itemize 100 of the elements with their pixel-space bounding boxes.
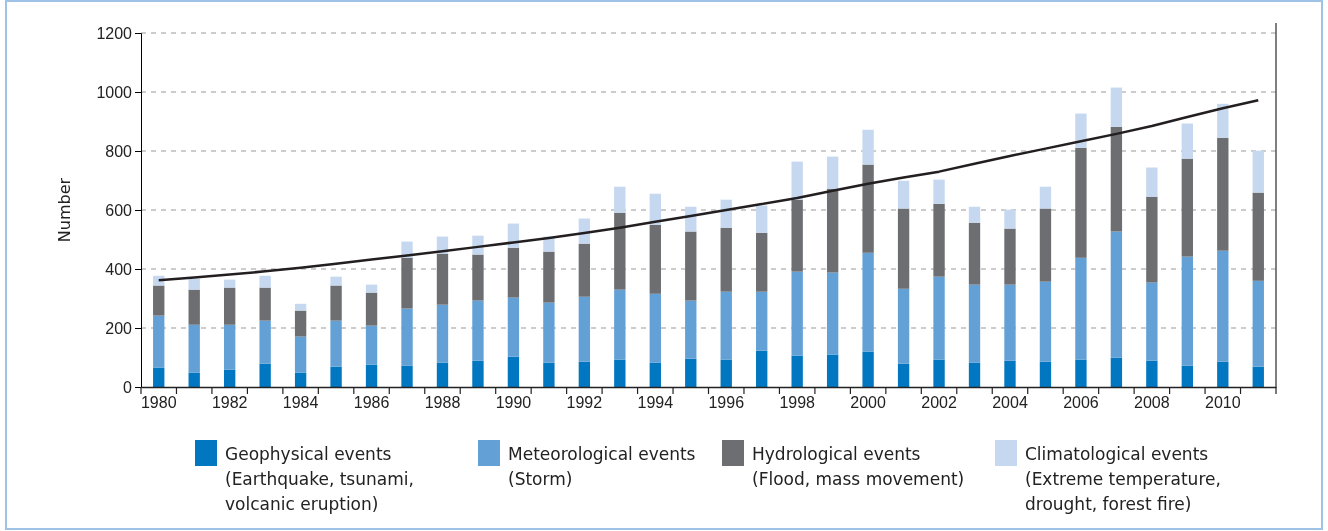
bar: [1039, 186, 1052, 209]
x-tick-label: 2004: [992, 393, 1028, 411]
bar: [791, 355, 803, 387]
bar: [472, 360, 484, 387]
bar: [1004, 360, 1016, 387]
bar: [791, 161, 803, 200]
bar: [507, 356, 520, 387]
bar: [1217, 361, 1229, 387]
bar: [1039, 208, 1052, 282]
x-tick-label: 1988: [424, 393, 461, 411]
bar: [968, 206, 981, 223]
bar: [1075, 359, 1087, 387]
bar: [1181, 123, 1193, 159]
bar: [436, 304, 449, 363]
bar: [756, 350, 768, 387]
bar: [259, 287, 271, 321]
y-tick-label: 200: [105, 319, 133, 337]
bar: [968, 222, 981, 285]
bar: [1146, 167, 1158, 197]
bar: [1110, 357, 1123, 387]
bar: [401, 308, 413, 366]
bar: [1217, 137, 1229, 251]
bar: [685, 300, 697, 359]
bar: [1252, 366, 1264, 387]
x-tick-label: 1982: [211, 393, 248, 411]
bar: [330, 276, 342, 286]
bar: [862, 351, 874, 387]
x-tick-label: 1990: [495, 393, 532, 411]
bar: [578, 296, 591, 362]
bar: [1075, 257, 1087, 360]
bar: [1004, 284, 1016, 361]
bar: [224, 279, 236, 288]
bar: [330, 285, 342, 321]
line-series: [157, 99, 1260, 282]
bar: [791, 199, 803, 272]
bar: [649, 224, 661, 294]
legend-label: Meteorological events (Storm): [508, 444, 696, 489]
bar: [1075, 147, 1087, 258]
bar: [756, 205, 768, 233]
bar: [294, 336, 307, 373]
bar: [188, 372, 200, 387]
bar: [614, 186, 626, 213]
bar: [436, 362, 449, 387]
bar: [224, 369, 236, 387]
bar: [1146, 282, 1158, 361]
bar: [862, 164, 874, 253]
x-tick-label: 1996: [708, 393, 745, 411]
y-tick-label: 1200: [96, 24, 133, 42]
bar: [1252, 192, 1264, 281]
bar: [1110, 231, 1123, 358]
bar: [153, 275, 165, 286]
bar: [1146, 360, 1158, 387]
x-tick-label: 1986: [353, 393, 390, 411]
bar: [224, 287, 236, 325]
bar: [330, 366, 342, 387]
bar: [614, 289, 626, 360]
bar: [294, 310, 307, 337]
bar: [649, 362, 661, 387]
bar: [614, 359, 626, 387]
x-tick-label: 1992: [566, 393, 603, 411]
bar: [472, 300, 484, 361]
bar: [1004, 228, 1016, 285]
bar: [365, 292, 378, 326]
y-tick-label: 600: [105, 201, 133, 219]
bar: [720, 291, 732, 360]
bar: [826, 354, 839, 387]
y-tick-label: 0: [123, 378, 133, 396]
bar: [436, 253, 449, 305]
bar: [897, 363, 910, 387]
bar: [543, 302, 555, 363]
bar: [259, 275, 271, 288]
x-tick-label: 2010: [1205, 393, 1241, 411]
bar: [826, 156, 839, 189]
bar: [188, 289, 200, 325]
bar: [365, 364, 378, 387]
bar: [1181, 365, 1193, 387]
bar: [933, 276, 945, 360]
bar: [153, 285, 165, 316]
bar: [543, 362, 555, 387]
x-tick-label: 1998: [779, 393, 816, 411]
bar: [756, 232, 768, 292]
bar: [1039, 281, 1052, 362]
bar: [649, 293, 661, 363]
bar: [614, 212, 626, 290]
bar: [685, 231, 697, 301]
bar: [1252, 150, 1264, 193]
bar: [507, 247, 520, 298]
bar: [862, 129, 874, 165]
bar: [224, 324, 236, 370]
bar: [543, 251, 555, 303]
bar: [933, 179, 945, 204]
bar: [1110, 87, 1123, 127]
legend-label: Climatological events (Extreme temperature, drought, forest fire): [1025, 444, 1221, 514]
bar: [933, 359, 945, 387]
y-tick-label: 1000: [96, 83, 133, 101]
bar: [933, 203, 945, 277]
bar: [862, 252, 874, 352]
x-tick-label: 2002: [921, 393, 957, 411]
bar: [685, 358, 697, 387]
bar: [365, 284, 378, 293]
